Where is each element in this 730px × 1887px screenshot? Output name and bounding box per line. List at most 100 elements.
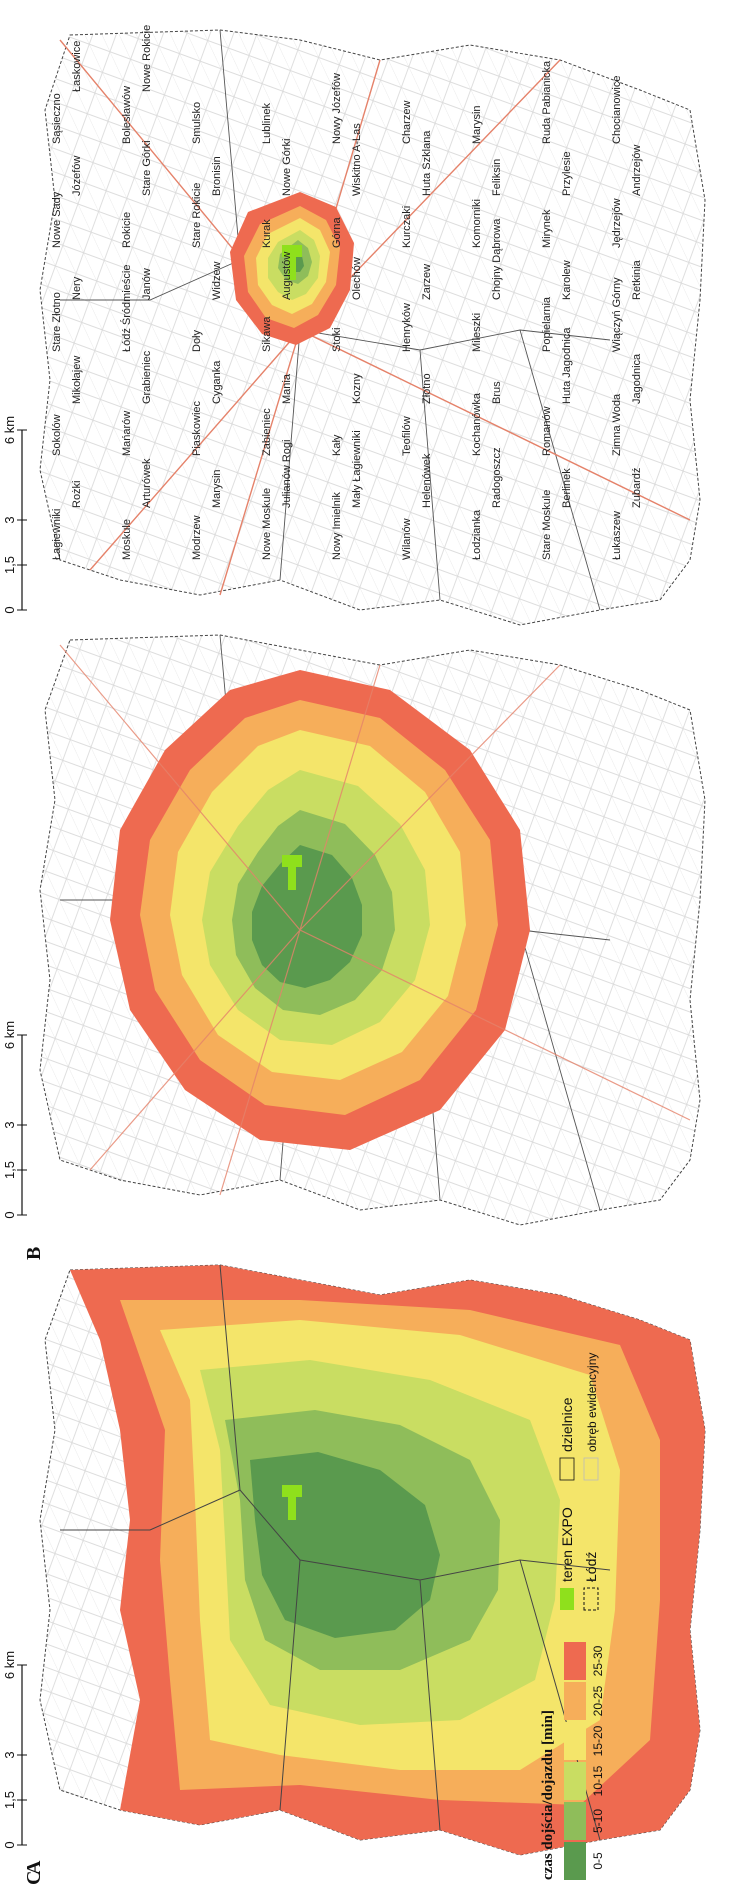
legend-swatch-obreb	[583, 1457, 599, 1481]
legend-swatch-class	[564, 1642, 586, 1680]
district-label: Łagiewniki	[51, 509, 63, 560]
district-label: Górna	[331, 217, 343, 248]
district-label: Jagodnica	[631, 353, 643, 404]
district-label: Helenówek	[421, 453, 433, 508]
scale-tick-b-1: 1,5	[2, 1161, 17, 1179]
district-label: Wiączyń Górny	[611, 277, 623, 352]
district-label: Zubardź	[631, 468, 643, 508]
district-label: Marysin	[471, 105, 483, 144]
district-label: Charzew	[401, 101, 413, 144]
district-label: Komorniki	[471, 199, 483, 248]
district-label: Lublinek	[261, 103, 273, 144]
scale-tick-a-3: 6 km	[2, 416, 17, 444]
legend-class-label: 15-20	[591, 1725, 605, 1756]
legend-item-lodz: Łódź	[583, 1552, 599, 1582]
district-label: Nowe Sady	[51, 191, 63, 248]
district-label: Mileszki	[471, 313, 483, 352]
district-label: Sikawa	[261, 316, 273, 352]
scale-bar-c: 0 1,5 3 6 km	[2, 1651, 27, 1849]
scale-tick-a-0: 0	[2, 606, 17, 613]
legend-class-label: 25-30	[591, 1645, 605, 1676]
district-label: Mikołajew	[71, 356, 83, 404]
district-label: Stare Moskule	[541, 490, 553, 560]
district-label: Grabieniec	[141, 350, 153, 404]
district-label: Rokicie	[121, 212, 133, 248]
district-label: Olechów	[351, 257, 363, 300]
scale-tick-a-2: 3	[2, 516, 17, 523]
district-label: Kochanówka	[471, 392, 483, 456]
district-label: Józefów	[71, 156, 83, 196]
district-label: Nery	[71, 276, 83, 300]
district-label: Mańarów	[121, 411, 133, 456]
district-label: Nowe Moskule	[261, 488, 273, 560]
scale-tick-c-2: 3	[2, 1751, 17, 1758]
district-label: Teofilów	[401, 416, 413, 456]
district-label: Nowy Józefów	[331, 73, 343, 144]
panel-b: 0 1,5 3 6 km B	[2, 634, 706, 1260]
district-label: Rożki	[71, 480, 83, 508]
district-label: Mirynek	[541, 209, 553, 248]
legend-class-label: 10-15	[591, 1765, 605, 1796]
legend-item-expo: teren EXPO	[559, 1507, 575, 1582]
district-label: Łukaszew	[611, 511, 623, 560]
legend: czas dojścia/dojazdu [min] 0-5 5-10 10-15 1…	[540, 1353, 605, 1880]
district-label: Stare Górki	[141, 140, 153, 196]
district-label: Romanów	[541, 406, 553, 456]
legend-swatch-class	[564, 1722, 586, 1760]
district-label: Mały Łagiewniki	[351, 430, 363, 508]
legend-swatch-class	[564, 1762, 586, 1800]
scale-tick-b-2: 3	[2, 1121, 17, 1128]
district-label: Augustów	[281, 252, 293, 300]
district-label: Kurak	[261, 219, 273, 248]
district-labels-a: Łagiewniki Moskule Modrzew Nowe Moskule Nowy…	[51, 25, 643, 560]
district-boundaries	[60, 1264, 611, 1841]
district-label: Nowe Górki	[281, 139, 293, 196]
scale-bar-b: 0 1,5 3 6 km	[2, 1021, 27, 1219]
district-label: Andrzejów	[631, 145, 643, 196]
district-label: Janów	[141, 268, 153, 300]
district-label: Przylesie	[561, 151, 573, 196]
scale-bar-a: 0 1,5 3 6 km	[2, 416, 27, 614]
district-label: Stoki	[331, 328, 343, 352]
legend-title: czas dojścia/dojazdu [min]	[540, 1710, 556, 1880]
district-label: Jędrzejów	[611, 198, 623, 248]
expo-area-c	[282, 1485, 302, 1520]
district-label: Zabieniec	[261, 408, 273, 456]
district-label: Henryków	[401, 303, 413, 352]
district-label: Berlinek	[561, 468, 573, 508]
scale-tick-b-3: 6 km	[2, 1021, 17, 1049]
district-label: Huta Jagodnica	[561, 327, 573, 404]
legend-classes: 0-5 5-10 10-15 15-20 20-25 25-30	[564, 1642, 605, 1880]
district-label: Karolew	[561, 260, 573, 300]
district-label: Chojny Dąbrowa	[491, 218, 503, 300]
district-label: Zimna Woda	[611, 393, 623, 456]
panel-a: Łagiewniki Moskule Modrzew Nowe Moskule Nowy…	[2, 25, 706, 1875]
district-label: Stare Rokicie	[191, 183, 203, 248]
district-label: Brus	[491, 381, 503, 404]
district-label: Radogoszcz	[491, 447, 503, 508]
legend-swatch-class	[564, 1802, 586, 1840]
district-label: Smulsko	[191, 102, 203, 144]
scale-tick-c-0: 0	[2, 1841, 17, 1848]
district-label: Feliksin	[491, 159, 503, 196]
panel-letter-c: C	[23, 1871, 45, 1885]
isochrone-c	[70, 1265, 705, 1855]
roads	[59, 644, 691, 1196]
district-label: Stare Złotno	[51, 292, 63, 352]
district-label: Moskule	[121, 519, 133, 560]
district-label: Retkinia	[631, 259, 643, 300]
scale-tick-c-3: 6 km	[2, 1651, 17, 1679]
legend-item-dzielnice: dzielnice	[559, 1397, 575, 1452]
district-label: Złotno	[421, 373, 433, 404]
district-label: Modrzew	[191, 515, 203, 560]
legend-class-label: 0-5	[591, 1852, 605, 1870]
district-label: Kały	[331, 434, 343, 456]
district-label: Zarzew	[421, 264, 433, 300]
legend-class-label: 20-25	[591, 1685, 605, 1716]
legend-swatch-lodz	[583, 1587, 599, 1611]
district-label: Widzew	[211, 261, 223, 300]
district-label: Arturówek	[141, 458, 153, 508]
district-label: Łodzianka	[471, 509, 483, 560]
district-label: Wilanów	[401, 518, 413, 560]
district-label: Sokolów	[51, 414, 63, 456]
